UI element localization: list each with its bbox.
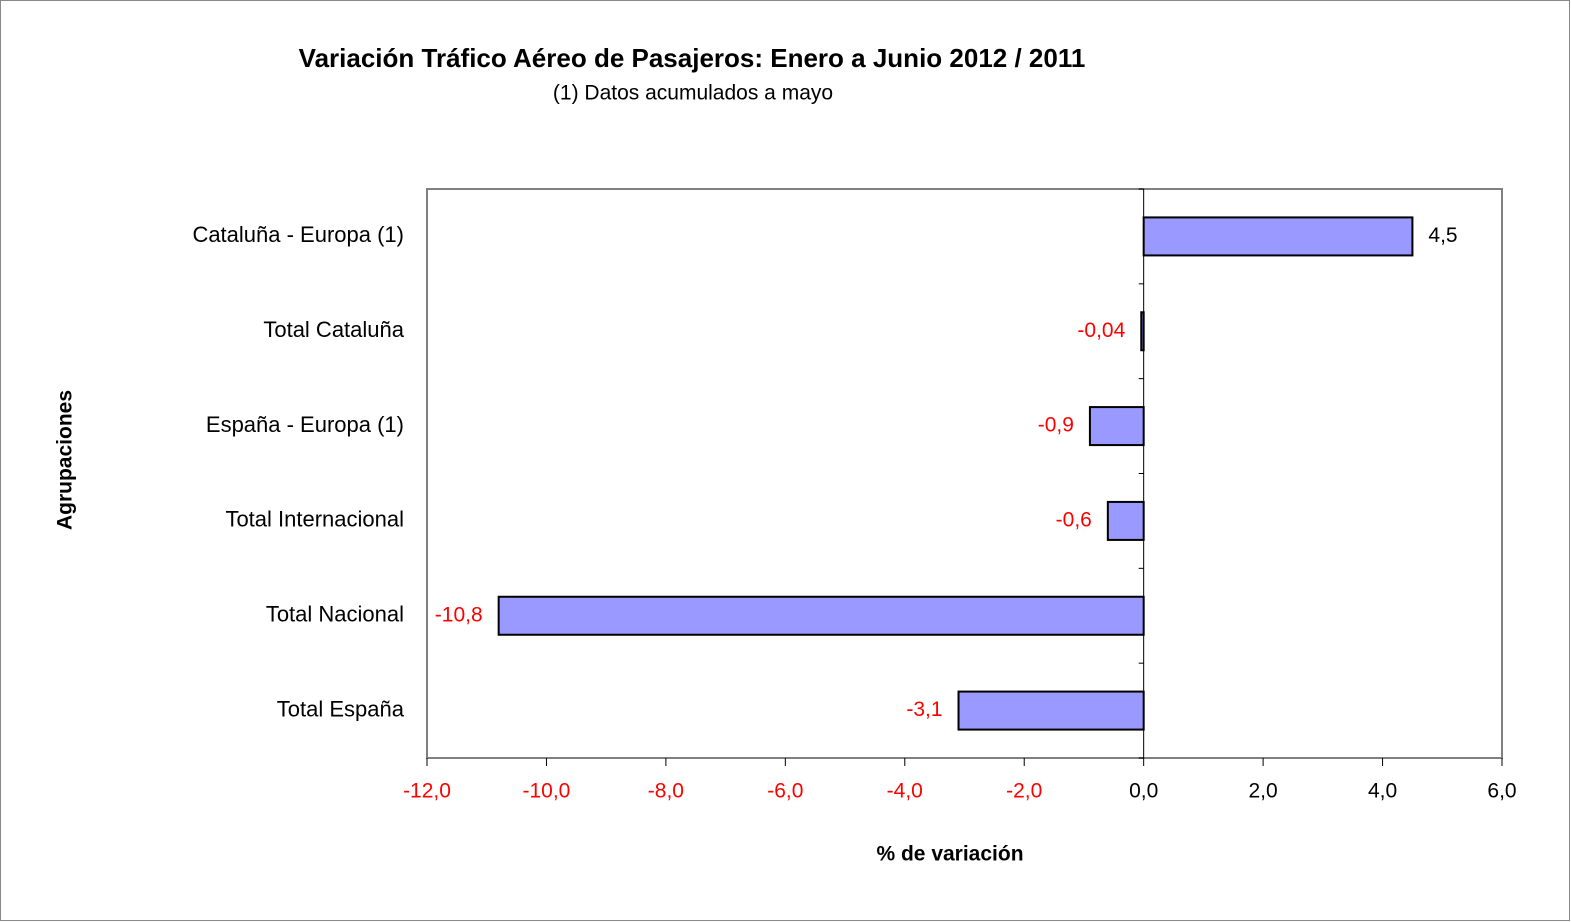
x-tick-label: -6,0: [767, 780, 803, 803]
x-tick-label: -8,0: [648, 780, 684, 803]
bar: [1142, 216, 1414, 257]
x-tick-label: -2,0: [1006, 780, 1042, 803]
x-tick-label: -4,0: [887, 780, 923, 803]
value-label: -0,9: [1038, 414, 1074, 437]
chart-subtitle: (1) Datos acumulados a mayo: [553, 82, 833, 105]
x-tick-label: 4,0: [1368, 780, 1397, 803]
x-tick-label: 0,0: [1129, 780, 1158, 803]
y-tick-label: Cataluña - Europa (1): [192, 222, 404, 247]
plot-area: [426, 188, 1503, 759]
bar: [957, 690, 1145, 731]
x-tick-label: -12,0: [403, 780, 451, 803]
x-tick-label: 6,0: [1487, 780, 1516, 803]
y-tick-label: Total Nacional: [266, 602, 404, 627]
y-tick-label: Total Cataluña: [263, 317, 404, 342]
bar: [1088, 406, 1145, 447]
x-axis-label: % de variación: [876, 843, 1023, 866]
chart-title: Variación Tráfico Aéreo de Pasajeros: En…: [299, 43, 1086, 73]
bar: [497, 595, 1145, 636]
value-label: -3,1: [906, 698, 942, 721]
x-tick-label: -10,0: [523, 780, 571, 803]
value-label: 4,5: [1428, 224, 1457, 247]
y-tick-label: Total Internacional: [225, 507, 404, 532]
bar: [1106, 500, 1145, 541]
value-label: -0,6: [1056, 508, 1092, 531]
value-label: -10,8: [435, 603, 483, 626]
x-tick-label: 2,0: [1249, 780, 1278, 803]
y-tick-label: España - Europa (1): [206, 412, 404, 437]
value-label: -0,04: [1077, 319, 1125, 342]
y-tick-label: Total España: [277, 696, 405, 721]
y-axis-label: Agrupaciones: [54, 390, 77, 530]
bar: [1140, 311, 1145, 352]
